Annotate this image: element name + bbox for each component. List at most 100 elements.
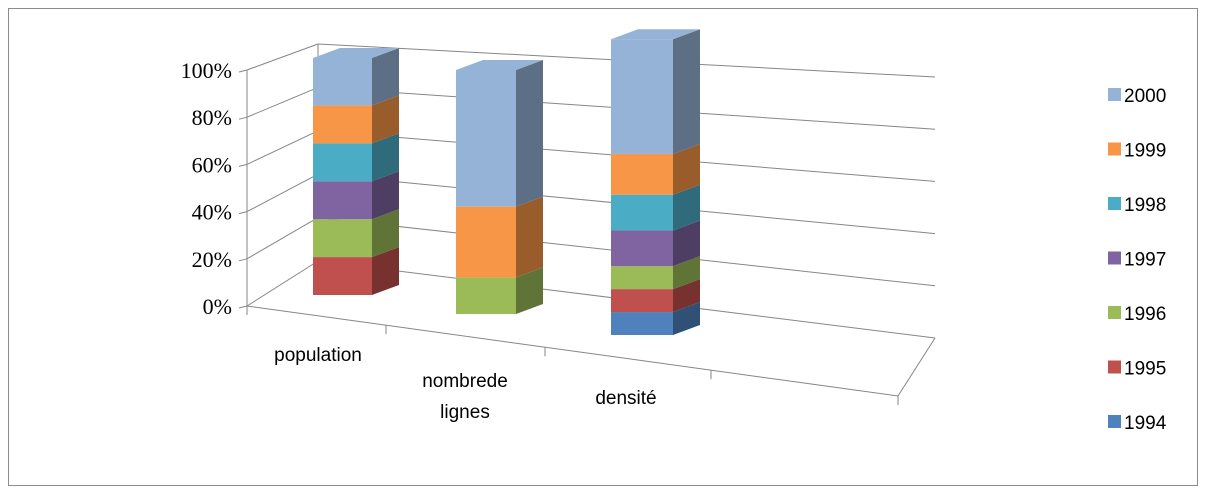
bar-segment[interactable] — [313, 171, 399, 220]
legend-label: 1997 — [1124, 250, 1166, 271]
legend-item[interactable]: 2000 — [1108, 86, 1166, 107]
bar-segment[interactable] — [313, 48, 399, 106]
bar-segment-side — [516, 196, 543, 278]
bar-segment[interactable] — [313, 95, 399, 144]
y-tick — [238, 211, 248, 215]
bar-segment-side — [372, 133, 399, 182]
legend-swatch — [1108, 360, 1121, 374]
bar-segment-front — [456, 206, 516, 278]
legend-swatch — [1108, 142, 1121, 156]
side-gridline — [246, 173, 319, 213]
bar-segment-front — [611, 266, 673, 290]
bar-segment-side — [673, 220, 700, 267]
y-tick-label: 40% — [192, 200, 232, 225]
legend-item[interactable]: 1996 — [1108, 304, 1166, 325]
legend: 2000 1999 1998 1997 1996 1995 1994 — [1108, 86, 1167, 434]
bar-segment-front — [611, 289, 673, 313]
bar-segment[interactable] — [611, 256, 700, 290]
bar-segment-front — [313, 105, 372, 144]
bar-segment-side — [372, 171, 399, 220]
legend-item[interactable]: 1999 — [1108, 141, 1166, 162]
bar-segment-front — [611, 230, 673, 267]
bar-segment[interactable] — [611, 143, 700, 195]
bar-segment-front — [313, 58, 372, 106]
bar-segment-side — [372, 247, 399, 295]
bar-segment-front — [611, 312, 673, 335]
legend-swatch — [1108, 306, 1121, 319]
bar-segment-side — [516, 60, 543, 207]
legend-label: 1998 — [1124, 195, 1166, 216]
category-label: nombrede — [422, 371, 508, 392]
chart-frame — [8, 8, 1198, 486]
floor-right-edge — [897, 337, 936, 397]
legend-swatch — [1108, 251, 1121, 265]
legend-swatch — [1108, 197, 1121, 210]
bar-segment-side — [673, 143, 700, 195]
side-gridline — [246, 217, 319, 260]
bar-segment-front — [313, 143, 372, 182]
bar-segment-side — [673, 302, 700, 335]
bar-segment[interactable] — [456, 267, 543, 314]
bar-segment[interactable] — [611, 184, 700, 231]
legend-label: 2000 — [1124, 86, 1166, 107]
bar-segment[interactable] — [611, 279, 700, 313]
bar-segment-front — [611, 153, 673, 195]
bar-segment-side — [372, 95, 399, 144]
bar-segment-side — [372, 48, 399, 106]
bar-segment[interactable] — [611, 302, 700, 335]
bar-top — [611, 29, 700, 40]
bar-segment-front — [456, 277, 516, 314]
bar-top — [313, 48, 399, 58]
bar-segment[interactable] — [313, 247, 399, 295]
side-gridline — [246, 43, 319, 71]
bar-segment-side — [673, 256, 700, 290]
side-gridline — [246, 130, 319, 165]
legend-item[interactable]: 1995 — [1108, 359, 1166, 380]
bar-segment[interactable] — [456, 196, 543, 278]
bar-segment-front — [611, 39, 673, 154]
legend-item[interactable]: 1998 — [1108, 195, 1166, 216]
bar-segment[interactable] — [313, 209, 399, 258]
bar-segment-front — [313, 257, 372, 295]
bar-segment[interactable] — [456, 60, 543, 207]
side-gridline — [246, 260, 319, 307]
category-label: lignes — [440, 402, 490, 423]
legend-swatch — [1108, 88, 1121, 101]
bar-segment-side — [372, 209, 399, 258]
y-tick-label: 80% — [192, 105, 232, 130]
bar-top — [456, 60, 543, 70]
legend-label: 1995 — [1124, 359, 1166, 380]
bar-segment-side — [516, 267, 543, 314]
bar-segment-front — [611, 194, 673, 231]
y-tick-label: 60% — [192, 152, 232, 177]
y-tick-label: 100% — [181, 58, 232, 83]
category-label: densité — [595, 388, 656, 409]
bar-segment-front — [313, 219, 372, 258]
bar-segment[interactable] — [611, 220, 700, 267]
bar-segment[interactable] — [611, 29, 700, 154]
bar-segment-side — [673, 29, 700, 154]
legend-item[interactable]: 1994 — [1108, 413, 1167, 434]
y-tick-label: 20% — [192, 247, 232, 272]
bar-segment-front — [313, 181, 372, 220]
y-tick-label: 0% — [203, 294, 232, 319]
bar-segment-side — [673, 184, 700, 231]
bar-segment-front — [456, 70, 516, 207]
chart-plot: 0% 20% 40% 60% 80% 100% population nombrede lign… — [181, 29, 936, 423]
category-label: population — [274, 345, 362, 366]
legend-item[interactable]: 1997 — [1108, 250, 1166, 271]
side-gridline — [246, 86, 319, 118]
bar-segment[interactable] — [313, 133, 399, 182]
bar-segment-side — [673, 279, 700, 313]
y-tick — [238, 163, 248, 167]
y-tick — [238, 69, 248, 73]
legend-label: 1996 — [1124, 304, 1166, 325]
legend-label: 1994 — [1124, 413, 1167, 434]
legend-label: 1999 — [1124, 141, 1166, 162]
legend-swatch — [1108, 415, 1121, 428]
y-tick — [238, 116, 248, 120]
y-tick — [238, 305, 248, 309]
floor-front-edge — [246, 305, 899, 397]
y-tick — [238, 258, 248, 262]
